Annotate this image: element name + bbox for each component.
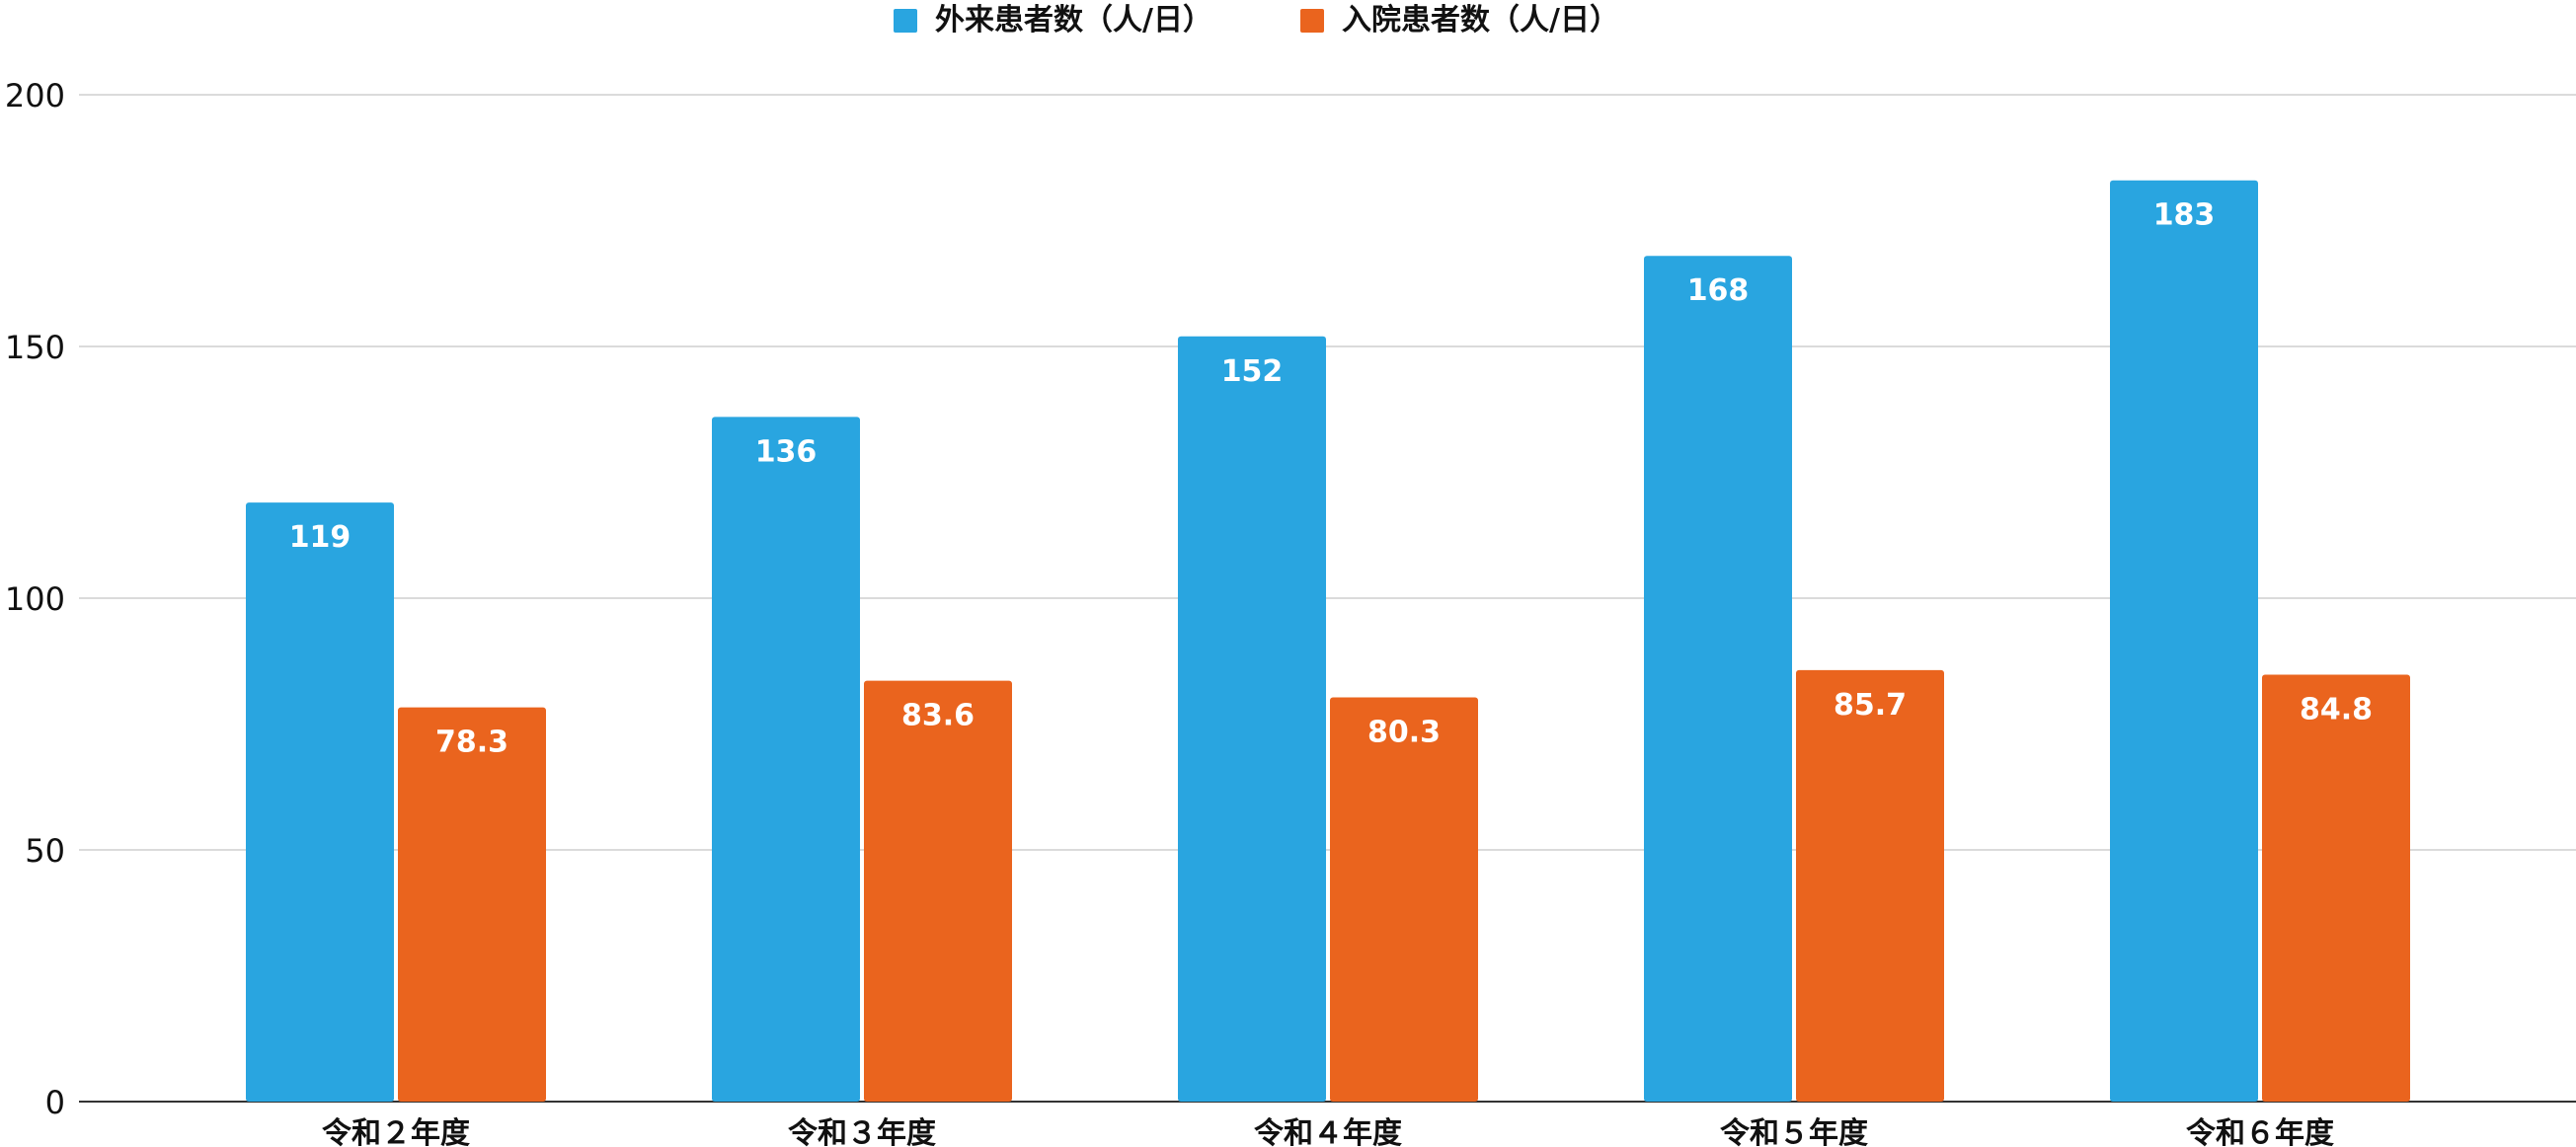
inpatient-bar [864, 680, 1012, 1102]
outpatient-bar [1644, 256, 1792, 1102]
outpatient-legend-swatch [894, 9, 917, 33]
y-tick-label: 100 [5, 580, 65, 618]
x-tick-label: 令和３年度 [788, 1116, 936, 1147]
x-tick-label: 令和６年度 [2186, 1116, 2334, 1147]
outpatient-bar [2110, 180, 2258, 1102]
y-axis: 0 50 100 150 200 [5, 77, 65, 1121]
inpatient-bar [2262, 674, 2410, 1102]
outpatient-data-label: 119 [289, 520, 351, 555]
y-tick-label: 200 [5, 77, 65, 115]
outpatient-legend-label: 外来患者数（人/日） [935, 3, 1212, 38]
inpatient-legend-label: 入院患者数（人/日） [1342, 3, 1619, 38]
bars: 119 78.3 136 83.6 152 80.3 168 85.7 183 84.8 [246, 180, 2410, 1103]
y-tick-label: 50 [25, 832, 65, 870]
outpatient-data-label: 168 [1687, 273, 1750, 308]
inpatient-legend-swatch [1300, 9, 1324, 33]
legend: 外来患者数（人/日） 入院患者数（人/日） [894, 3, 1619, 38]
inpatient-data-label: 78.3 [435, 726, 508, 760]
x-tick-label: 令和４年度 [1254, 1116, 1402, 1147]
y-tick-label: 150 [5, 329, 65, 366]
y-tick-label: 0 [45, 1084, 65, 1121]
inpatient-data-label: 84.8 [2300, 693, 2373, 727]
inpatient-data-label: 83.6 [901, 699, 975, 733]
outpatient-data-label: 136 [755, 434, 818, 469]
x-tick-label: 令和２年度 [322, 1116, 470, 1147]
x-tick-label: 令和５年度 [1720, 1116, 1868, 1147]
outpatient-data-label: 152 [1221, 354, 1284, 389]
outpatient-bar [712, 417, 860, 1102]
outpatient-bar [246, 502, 394, 1103]
outpatient-bar [1178, 336, 1326, 1102]
inpatient-bar [1796, 669, 1944, 1102]
inpatient-data-label: 85.7 [1834, 688, 1907, 723]
inpatient-bar [1330, 697, 1478, 1102]
outpatient-data-label: 183 [2153, 198, 2216, 233]
inpatient-bar [398, 707, 546, 1102]
inpatient-data-label: 80.3 [1367, 715, 1441, 749]
x-axis: 令和２年度 令和３年度 令和４年度 令和５年度 令和６年度 [322, 1116, 2334, 1147]
